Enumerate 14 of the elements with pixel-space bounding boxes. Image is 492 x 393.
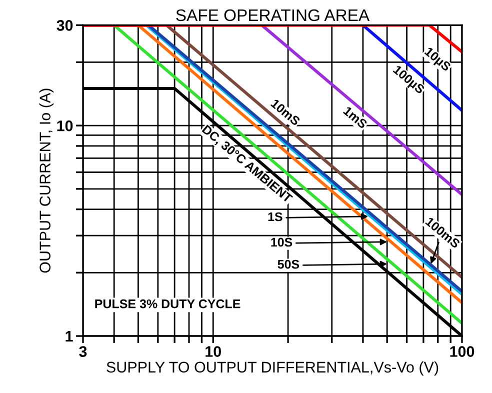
annotation: 1mS (342, 106, 368, 129)
y-axis-title: OUTPUT CURRENT, Io (A) (39, 88, 54, 273)
chart-title: SAFE OPERATING AREA (176, 9, 370, 22)
annotation: 10S (271, 238, 292, 247)
y-tick-label: 1 (66, 331, 73, 342)
y-tick-label: 30 (56, 20, 73, 31)
annotation: 1S (268, 212, 282, 222)
annotation: 50S (278, 260, 300, 269)
x-tick-label: 3 (79, 346, 87, 357)
x-tick-label: 10 (206, 346, 221, 357)
x-tick-label: 100 (450, 346, 474, 357)
x-axis-title: SUPPLY TO OUTPUT DIFFERENTIAL,Vs-Vo (V) (106, 361, 438, 376)
y-tick-label: 10 (57, 120, 73, 132)
annotation: PULSE 3% DUTY CYCLE (95, 299, 240, 308)
